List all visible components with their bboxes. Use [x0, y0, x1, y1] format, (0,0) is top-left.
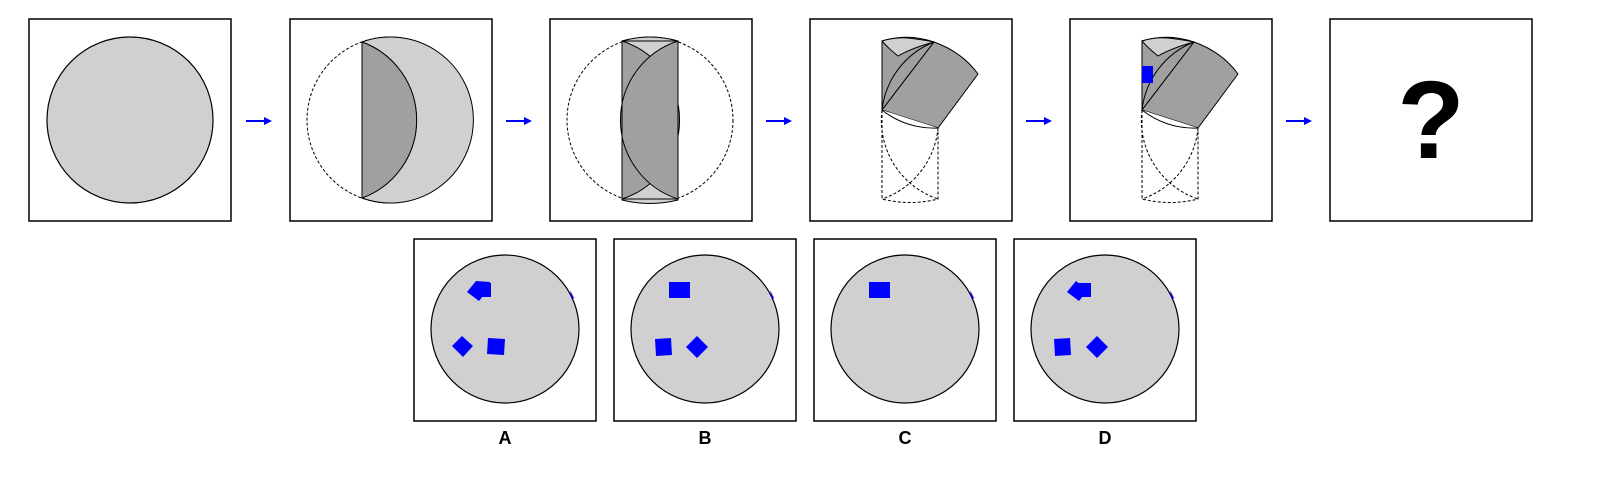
step-3-panel	[549, 18, 753, 222]
square-hole-icon	[452, 336, 473, 357]
option-a-label-wrap: A	[498, 428, 512, 448]
square-hole-icon	[1170, 290, 1174, 300]
square-hole-icon	[686, 336, 708, 358]
right-arrow-icon	[1026, 117, 1052, 125]
paper-circle	[46, 36, 214, 204]
option-d-label: D	[1098, 428, 1112, 448]
right-arrow-icon	[766, 117, 792, 125]
square-hole-icon	[655, 338, 672, 356]
previous-arc-right	[1141, 127, 1199, 200]
question-mark: ?	[1397, 59, 1464, 182]
square-hole-icon	[970, 290, 974, 300]
option-a[interactable]	[413, 238, 597, 422]
option-b-label: B	[698, 428, 712, 448]
previous-arc-left	[1140, 109, 1199, 200]
strip-dark-band-right	[619, 40, 679, 200]
square-hole-icon	[1078, 283, 1091, 297]
option-b[interactable]	[613, 238, 797, 422]
square-hole-icon	[487, 338, 505, 355]
unfolded-paper	[430, 254, 580, 404]
previous-arc-right	[881, 127, 939, 200]
option-c-label: C	[898, 428, 912, 448]
square-hole-icon	[478, 283, 491, 297]
right-arrow-icon	[1286, 117, 1312, 125]
fold-crease	[1141, 109, 1199, 129]
unfolded-paper	[630, 254, 780, 404]
step-1-panel	[28, 18, 232, 222]
fold-crease	[881, 109, 939, 129]
unfolded-paper	[830, 254, 980, 404]
previous-arc-left	[880, 109, 939, 200]
option-d-label-wrap: D	[1098, 428, 1112, 448]
option-a-label: A	[498, 428, 512, 448]
right-arrow-icon	[246, 117, 272, 125]
right-arrow-icon	[506, 117, 532, 125]
square-hole-icon	[1054, 338, 1071, 356]
option-c[interactable]	[813, 238, 997, 422]
folded-diagonal-flap	[1141, 41, 1239, 129]
square-hole-icon	[1142, 66, 1153, 83]
option-d[interactable]	[1013, 238, 1197, 422]
strip-outline	[621, 40, 679, 200]
step-2-panel	[289, 18, 493, 222]
square-hole-icon	[1086, 336, 1108, 358]
square-hole-icon	[869, 282, 890, 298]
folded-flap	[361, 41, 418, 199]
previous-strip-outline	[1141, 110, 1199, 203]
square-hole-icon	[669, 282, 690, 298]
option-c-label-wrap: C	[898, 428, 912, 448]
step-5-panel	[1069, 18, 1273, 222]
answer-frame	[1329, 18, 1533, 222]
fold-arc	[881, 41, 935, 111]
option-b-label-wrap: B	[698, 428, 712, 448]
square-hole-icon	[770, 290, 774, 300]
square-hole-icon	[570, 290, 574, 300]
unfolded-paper	[1030, 254, 1180, 404]
answer-panel: ?	[1329, 18, 1533, 222]
folded-diagonal-flap	[881, 41, 979, 129]
previous-strip-outline	[881, 110, 939, 203]
step-4-panel	[809, 18, 1013, 222]
fold-arc	[1141, 41, 1195, 111]
